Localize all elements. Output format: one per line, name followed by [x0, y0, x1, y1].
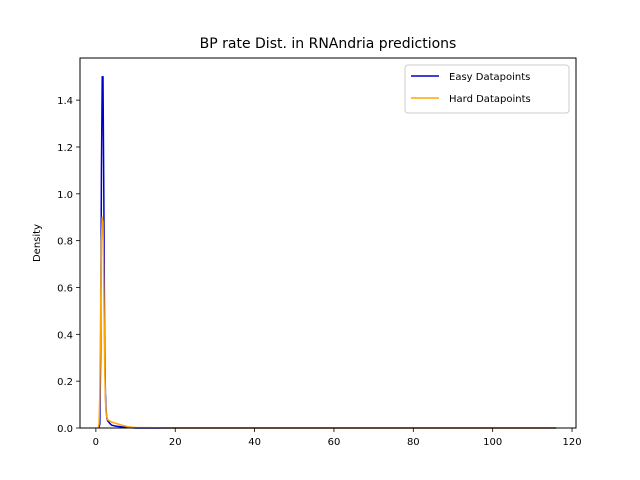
- legend-label: Easy Datapoints: [449, 72, 530, 83]
- x-tick-label: 100: [483, 437, 502, 448]
- y-tick-label: 1.0: [57, 190, 73, 201]
- chart-title: BP rate Dist. in RNAndria predictions: [200, 36, 457, 52]
- y-axis-label: Density: [32, 224, 43, 262]
- x-tick-label: 0: [93, 437, 99, 448]
- y-tick-label: 0.2: [57, 377, 73, 388]
- x-tick-label: 80: [407, 437, 420, 448]
- x-tick-label: 120: [562, 437, 581, 448]
- legend: Easy Datapoints Hard Datapoints: [404, 64, 570, 114]
- legend-label: Hard Datapoints: [449, 94, 531, 105]
- y-tick-label: 1.4: [57, 96, 73, 107]
- legend-box: [404, 64, 570, 114]
- x-axis: 0 20 40 60 80 100 120: [93, 428, 582, 448]
- y-tick-label: 1.2: [57, 143, 73, 154]
- x-tick-label: 20: [169, 437, 182, 448]
- y-tick-label: 0.0: [57, 424, 73, 435]
- x-tick-label: 60: [328, 437, 341, 448]
- y-axis: 0.0 0.2 0.4 0.6 0.8 1.0 1.2 1.4: [57, 96, 80, 435]
- plot-frame: [79, 57, 577, 429]
- x-tick-label: 40: [248, 437, 261, 448]
- y-tick-label: 0.4: [57, 330, 73, 341]
- y-tick-label: 0.8: [57, 237, 73, 248]
- y-tick-label: 0.6: [57, 283, 73, 294]
